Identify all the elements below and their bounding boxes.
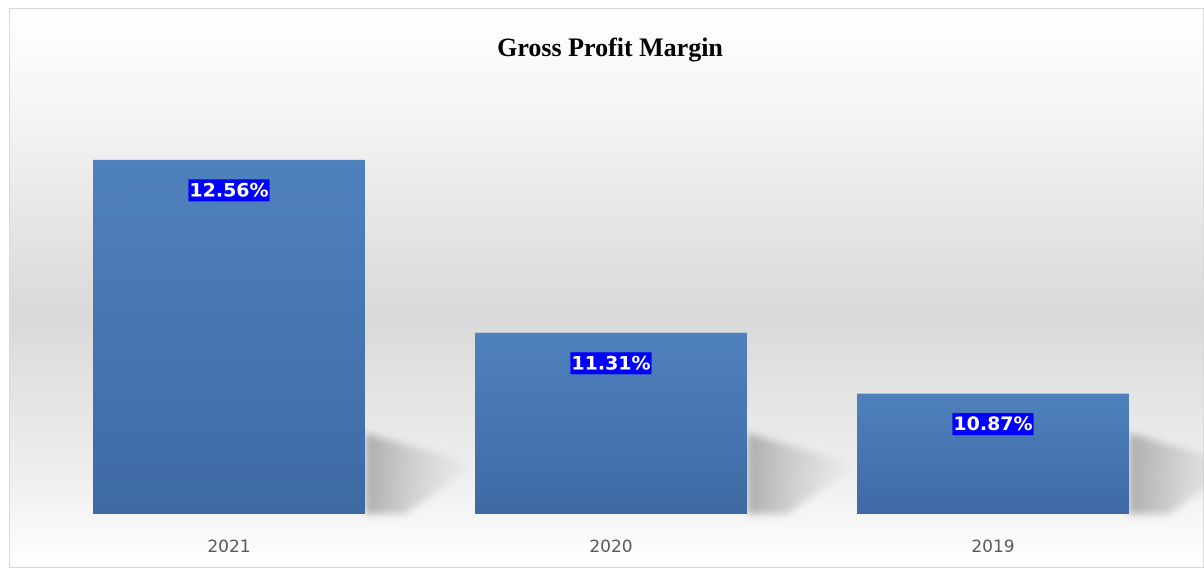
x-tick-label: 2021 <box>207 537 250 557</box>
bar <box>93 159 365 514</box>
value-label: 10.87% <box>953 413 1032 435</box>
value-label-background <box>570 352 652 375</box>
x-tick-label: 2020 <box>589 537 632 557</box>
bar <box>857 393 1129 514</box>
value-label: 12.56% <box>189 179 268 201</box>
bar-shadow <box>747 433 857 514</box>
value-label: 11.31% <box>571 352 650 374</box>
chart-title: Gross Profit Margin <box>497 33 723 62</box>
bar-shadow <box>365 433 475 514</box>
value-label-background <box>188 179 270 202</box>
x-tick-label: 2019 <box>971 537 1014 557</box>
bar-shadow <box>1129 433 1204 514</box>
value-label-background <box>952 413 1034 436</box>
